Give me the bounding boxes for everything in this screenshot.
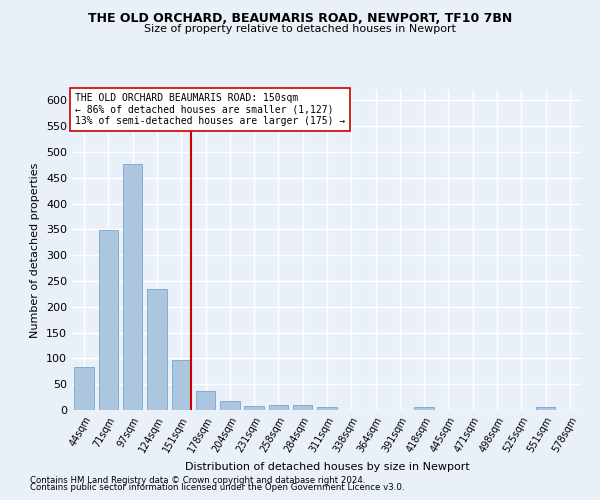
Bar (196, 391, 215, 410)
Text: Contains HM Land Registry data © Crown copyright and database right 2024.: Contains HM Land Registry data © Crown c… (30, 476, 365, 485)
Bar (536, 407, 555, 410)
Y-axis label: Number of detached properties: Number of detached properties (31, 162, 40, 338)
Bar (269, 406, 288, 410)
Bar (147, 288, 167, 410)
X-axis label: Distribution of detached houses by size in Newport: Distribution of detached houses by size … (185, 462, 469, 472)
Bar (172, 360, 191, 410)
Bar (415, 407, 434, 410)
Text: THE OLD ORCHARD, BEAUMARIS ROAD, NEWPORT, TF10 7BN: THE OLD ORCHARD, BEAUMARIS ROAD, NEWPORT… (88, 12, 512, 26)
Bar (123, 164, 142, 410)
Bar (74, 367, 94, 410)
Text: Size of property relative to detached houses in Newport: Size of property relative to detached ho… (144, 24, 456, 34)
Text: Contains public sector information licensed under the Open Government Licence v3: Contains public sector information licen… (30, 484, 404, 492)
Bar (244, 406, 264, 410)
Bar (293, 406, 313, 410)
Bar (99, 230, 118, 410)
Bar (220, 401, 239, 410)
Text: THE OLD ORCHARD BEAUMARIS ROAD: 150sqm
← 86% of detached houses are smaller (1,1: THE OLD ORCHARD BEAUMARIS ROAD: 150sqm ←… (74, 93, 345, 126)
Bar (317, 408, 337, 410)
